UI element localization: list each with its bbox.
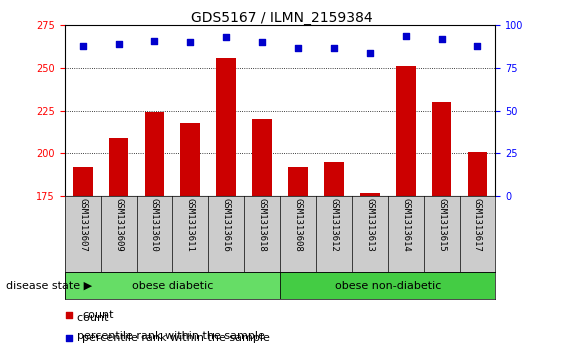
Bar: [73, 167, 92, 196]
Text: count: count: [82, 310, 114, 321]
Bar: [396, 66, 415, 196]
Bar: [252, 119, 272, 196]
Text: GSM1313617: GSM1313617: [473, 198, 482, 252]
Bar: [280, 272, 495, 299]
Bar: [324, 162, 344, 196]
Point: [401, 33, 410, 38]
Text: GSM1313610: GSM1313610: [150, 198, 159, 252]
Text: obese non-diabetic: obese non-diabetic: [334, 281, 441, 291]
Point: [473, 43, 482, 49]
Bar: [432, 102, 452, 196]
Point: [258, 40, 267, 45]
Point: [315, 247, 324, 253]
Text: disease state ▶: disease state ▶: [6, 281, 92, 291]
Text: GSM1313609: GSM1313609: [114, 198, 123, 252]
Point: [114, 41, 123, 47]
Text: GSM1313616: GSM1313616: [222, 198, 231, 252]
Text: GSM1313618: GSM1313618: [258, 198, 267, 252]
Point: [150, 38, 159, 44]
Text: GSM1313608: GSM1313608: [293, 198, 302, 252]
Bar: [181, 123, 200, 196]
Text: percentile rank within the sample: percentile rank within the sample: [70, 331, 265, 341]
Text: GSM1313613: GSM1313613: [365, 198, 374, 252]
Point: [315, 38, 324, 44]
Bar: [288, 167, 308, 196]
Bar: [360, 193, 379, 196]
Text: GSM1313614: GSM1313614: [401, 198, 410, 252]
Point: [329, 45, 338, 50]
Text: GSM1313615: GSM1313615: [437, 198, 446, 252]
Point: [293, 45, 302, 50]
Text: percentile rank within the sample: percentile rank within the sample: [82, 333, 270, 343]
Point: [365, 50, 374, 56]
Bar: [65, 272, 280, 299]
Bar: [216, 58, 236, 196]
Text: count: count: [70, 313, 109, 323]
Text: GSM1313612: GSM1313612: [329, 198, 338, 252]
Text: GSM1313607: GSM1313607: [78, 198, 87, 252]
Text: GDS5167 / ILMN_2159384: GDS5167 / ILMN_2159384: [191, 11, 372, 25]
Bar: [145, 113, 164, 196]
Point: [78, 43, 87, 49]
Text: GSM1313611: GSM1313611: [186, 198, 195, 252]
Point: [222, 34, 231, 40]
Point: [186, 40, 195, 45]
Bar: [109, 138, 128, 196]
Bar: [468, 152, 488, 196]
Point: [437, 36, 446, 42]
Text: obese diabetic: obese diabetic: [132, 281, 213, 291]
